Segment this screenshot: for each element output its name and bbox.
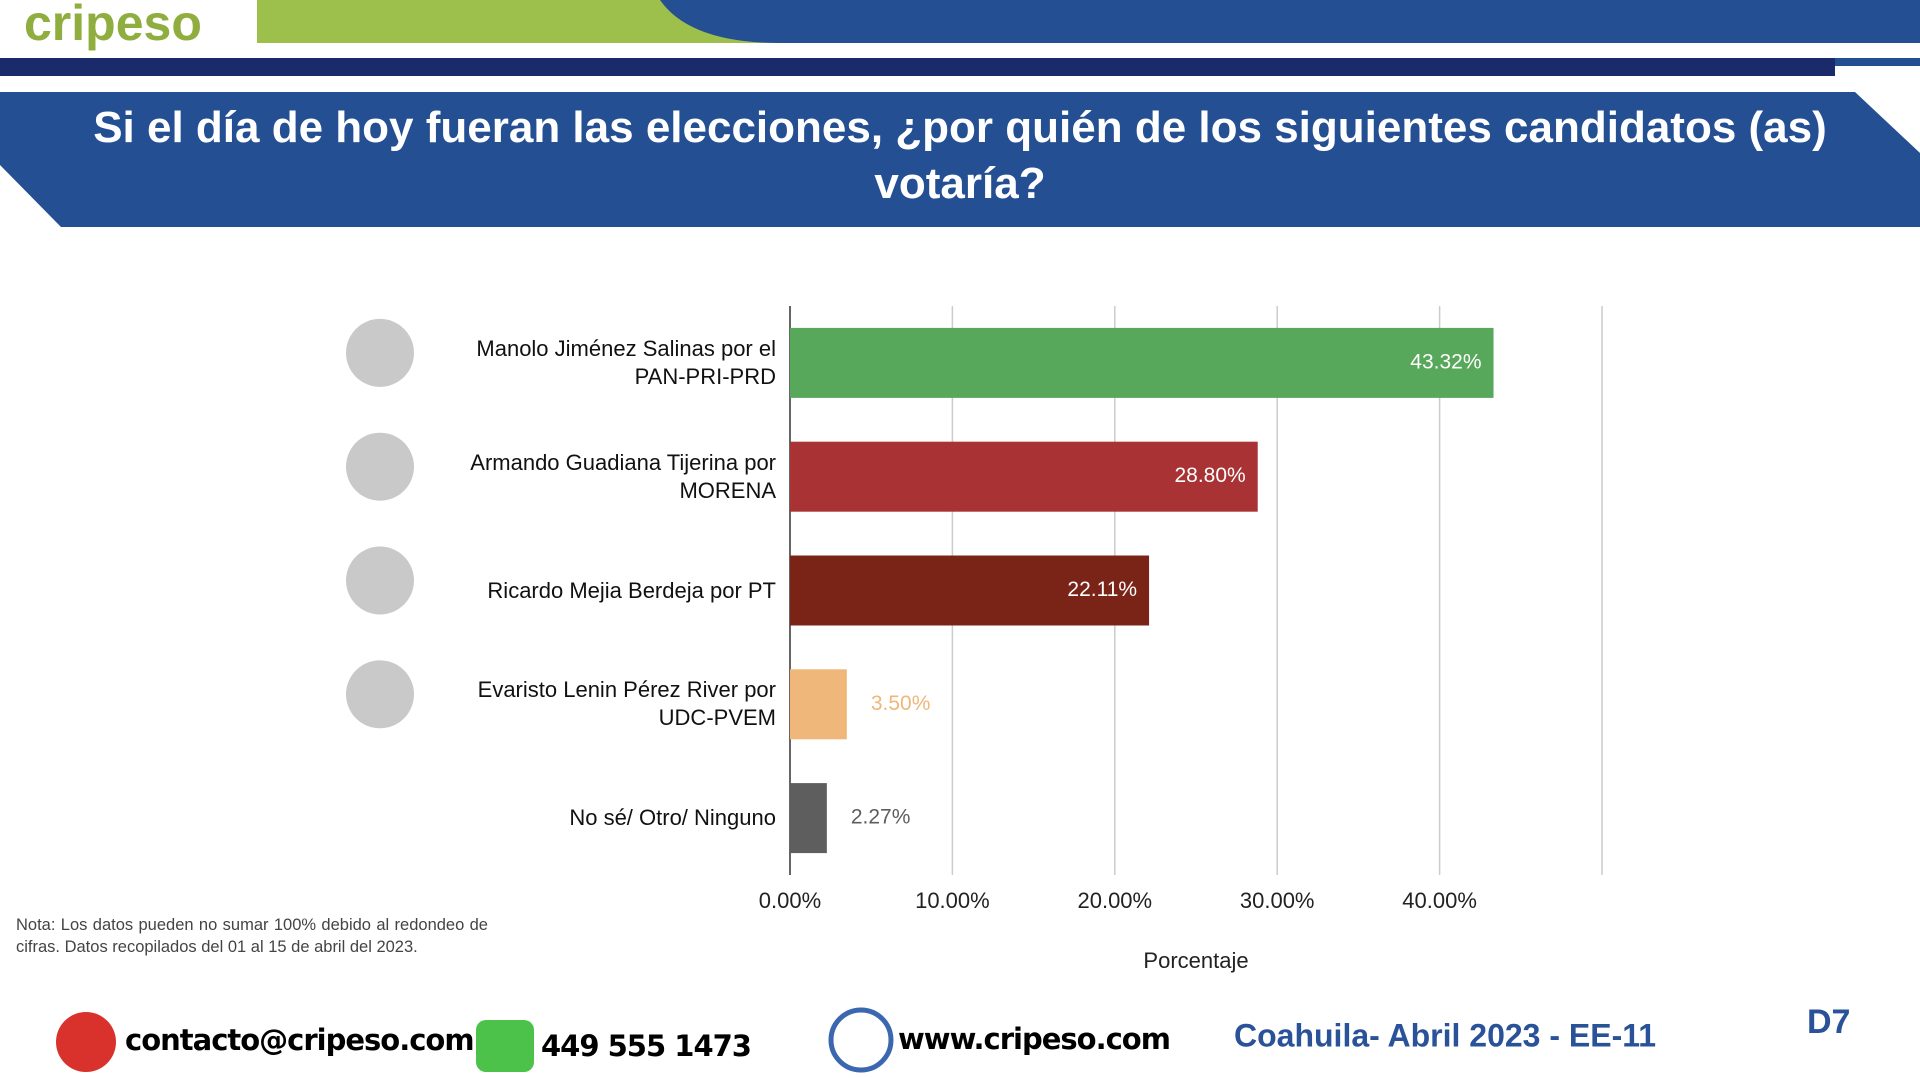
category-label: Manolo Jiménez Salinas por el PAN-PRI-PR… [476,335,776,389]
email-icon [56,1012,116,1072]
page-id: D7 [1807,1003,1850,1041]
phone-icon [476,1020,534,1072]
value-label: 28.80% [1174,464,1245,487]
web-icon [828,1007,894,1073]
stripe [0,58,1835,76]
x-tick-label: 0.00% [759,888,821,913]
x-tick-label: 40.00% [1402,888,1477,913]
logo: cripeso [24,0,202,51]
x-tick-label: 10.00% [915,888,990,913]
bar [790,441,1258,512]
value-label: 43.32% [1410,350,1481,373]
candidate-photo [346,432,414,501]
phone: 449 555 1473 [541,1029,751,1063]
note: Nota: Los datos pueden no sumar 100% deb… [16,916,488,956]
category-label: Armando Guadiana Tijerina por MORENA [470,449,776,503]
top-band-blue [660,0,1920,43]
candidate-photo [346,546,414,615]
bar [790,327,1494,398]
x-tick-label: 20.00% [1077,888,1152,913]
email: contacto@cripeso.com [125,1023,474,1057]
x-tick-label: 30.00% [1240,888,1315,913]
title-banner [0,92,1920,227]
survey-id: Coahuila- Abril 2023 - EE-11 [1234,1017,1656,1053]
bar [790,669,847,740]
candidate-photo [346,660,414,729]
website: www.cripeso.com [898,1022,1170,1056]
bar [790,783,827,854]
stripe-end [1835,58,1920,66]
value-label: 3.50% [871,692,931,715]
bar [790,555,1150,626]
value-label: 22.11% [1067,578,1137,601]
category-label: Ricardo Mejia Berdeja por PT [487,577,776,603]
category-label: No sé/ Otro/ Ninguno [569,805,776,831]
candidate-photo [346,318,414,387]
category-label: Evaristo Lenin Pérez River por UDC-PVEM [477,677,776,731]
value-label: 2.27% [851,806,911,829]
chart-title: Si el día de hoy fueran las elecciones, … [93,103,1827,208]
x-axis-label: Porcentaje [1143,948,1248,973]
